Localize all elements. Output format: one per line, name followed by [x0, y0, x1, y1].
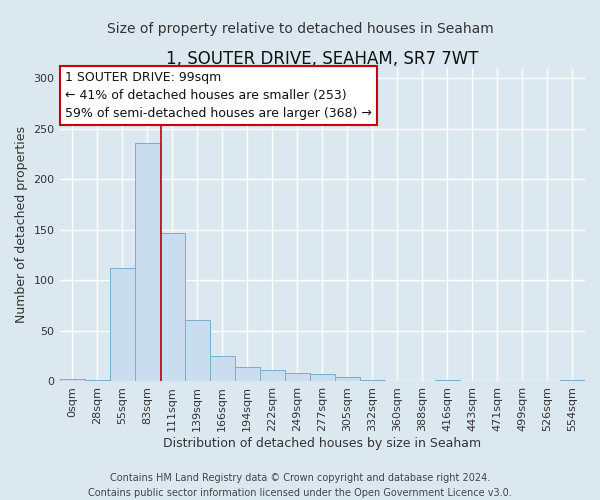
Y-axis label: Number of detached properties: Number of detached properties	[15, 126, 28, 323]
Text: Contains HM Land Registry data © Crown copyright and database right 2024.
Contai: Contains HM Land Registry data © Crown c…	[88, 472, 512, 498]
Bar	[85, 380, 110, 382]
Bar	[360, 380, 385, 382]
Title: 1, SOUTER DRIVE, SEAHAM, SR7 7WT: 1, SOUTER DRIVE, SEAHAM, SR7 7WT	[166, 50, 479, 68]
Bar	[235, 368, 260, 382]
Bar	[435, 380, 460, 382]
Bar	[260, 370, 285, 382]
Bar	[160, 233, 185, 382]
Bar	[335, 378, 360, 382]
Bar	[59, 380, 85, 382]
Bar	[285, 374, 310, 382]
Bar	[310, 374, 335, 382]
Bar	[560, 380, 585, 382]
Text: Size of property relative to detached houses in Seaham: Size of property relative to detached ho…	[107, 22, 493, 36]
Text: 1 SOUTER DRIVE: 99sqm
← 41% of detached houses are smaller (253)
59% of semi-det: 1 SOUTER DRIVE: 99sqm ← 41% of detached …	[65, 71, 371, 120]
Bar	[185, 320, 209, 382]
X-axis label: Distribution of detached houses by size in Seaham: Distribution of detached houses by size …	[163, 437, 481, 450]
Bar	[209, 356, 235, 382]
Bar	[110, 268, 134, 382]
Bar	[134, 143, 160, 382]
